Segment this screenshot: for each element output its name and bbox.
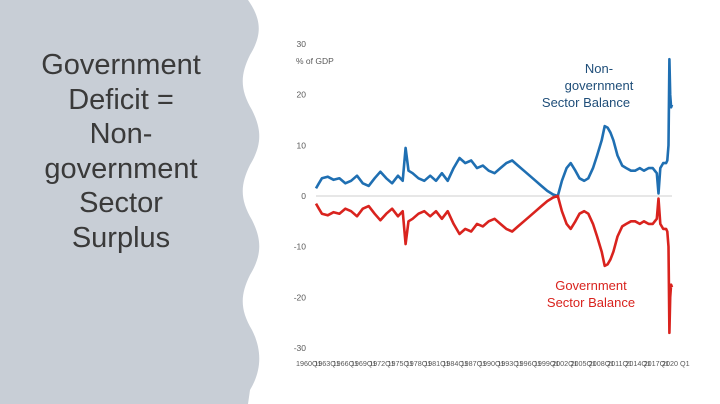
gov-annotation-line-2: Sector Balance [547, 295, 635, 310]
slide-title-line-6: Surplus [14, 221, 228, 256]
y-tick-label: -20 [294, 292, 307, 302]
nongov-annotation-line-1: Non- [585, 61, 613, 76]
y-tick-label: 20 [297, 90, 307, 100]
slide-title: Government Deficit = Non- government Sec… [14, 48, 228, 255]
slide-title-line-1: Government [14, 48, 228, 83]
gov-series-line [316, 196, 672, 333]
y-axis-label: % of GDP [296, 56, 334, 66]
x-tick-label: 2020 Q1 [662, 359, 690, 368]
gov-annotation-line-1: Government [555, 278, 627, 293]
slide-title-line-2: Deficit = [14, 83, 228, 118]
y-tick-label: 0 [301, 191, 306, 201]
y-tick-label: 10 [297, 140, 307, 150]
x-axis-ticks: 1960Q11963Q11966Q11969Q11972Q11975Q11978… [296, 359, 690, 368]
nongov-annotation-line-3: Sector Balance [542, 95, 630, 110]
y-tick-label: 30 [297, 39, 307, 49]
nongov-annotation-line-2: government [565, 78, 634, 93]
slide-title-line-3: Non- [14, 117, 228, 152]
slide-title-line-5: Sector [14, 186, 228, 221]
slide-title-line-4: government [14, 152, 228, 187]
y-axis-ticks: 30 20 10 0 -10 -20 -30 [294, 39, 307, 353]
sector-balance-chart: 30 20 10 0 -10 -20 -30 % of GDP 1960Q11963Q119… [260, 0, 720, 404]
title-panel: Government Deficit = Non- government Sec… [0, 0, 262, 404]
y-tick-label: -30 [294, 343, 307, 353]
y-tick-label: -10 [294, 242, 307, 252]
